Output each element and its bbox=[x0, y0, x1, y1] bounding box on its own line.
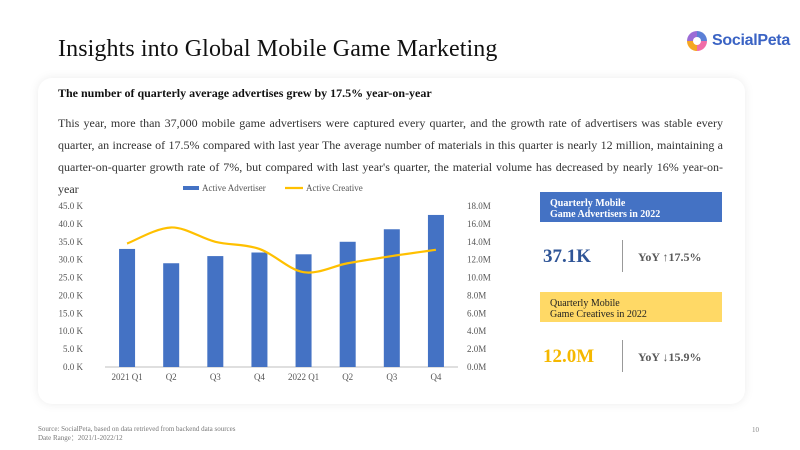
kpi-creatives-yoy: YoY ↓15.9% bbox=[638, 350, 702, 364]
footer-source: Source: SocialPeta, based on data retrie… bbox=[38, 425, 235, 443]
logo-text: SocialPeta bbox=[712, 32, 790, 49]
kpi-creatives-label-line1: Quarterly Mobile bbox=[550, 298, 620, 309]
y-left-tick-label: 20.0 K bbox=[59, 290, 84, 300]
kpi-advertisers-label-line2: Game Advertisers in 2022 bbox=[550, 209, 661, 220]
date-range-note: Date Range：2021/1-2022/12 bbox=[38, 434, 123, 442]
advertiser-bar bbox=[163, 263, 180, 367]
legend-label-creative: Active Creative bbox=[306, 183, 363, 193]
logo: SocialPeta bbox=[685, 27, 797, 55]
summary-paragraph: This year, more than 37,000 mobile game … bbox=[58, 116, 723, 196]
y-right-tick-label: 4.0M bbox=[467, 326, 486, 336]
y-right-tick-label: 18.0M bbox=[467, 201, 491, 211]
y-left-tick-label: 35.0 K bbox=[59, 237, 84, 247]
advertiser-bar bbox=[427, 214, 444, 367]
y-right-tick-label: 6.0M bbox=[467, 308, 486, 318]
x-axis-labels: 2021 Q1 Q2 Q3 Q4 2022 Q1 Q2 Q3 Q4 bbox=[111, 372, 441, 382]
y-axis-right: 0.0M 2.0M 4.0M 6.0M 8.0M 10.0M 12.0M 14.0M 16.0M… bbox=[467, 201, 491, 372]
kpi-creatives-label-line2: Game Creatives in 2022 bbox=[550, 309, 647, 320]
x-tick-label: Q4 bbox=[254, 372, 265, 382]
advertiser-bar bbox=[339, 241, 356, 367]
y-right-tick-label: 8.0M bbox=[467, 290, 486, 300]
y-left-tick-label: 45.0 K bbox=[59, 201, 84, 211]
source-note: Source: SocialPeta, based on data retrie… bbox=[38, 425, 236, 433]
x-tick-label: Q3 bbox=[386, 372, 397, 382]
advertiser-bar bbox=[251, 252, 268, 367]
chart-legend: Active Advertiser Active Creative bbox=[183, 183, 363, 193]
kpi-creatives-divider bbox=[622, 340, 623, 372]
y-right-tick-label: 12.0M bbox=[467, 255, 491, 265]
legend-swatch-advertiser bbox=[183, 186, 199, 190]
kpi-advertisers-divider bbox=[622, 240, 623, 272]
page-number: 10 bbox=[752, 426, 759, 434]
legend-label-advertiser: Active Advertiser bbox=[202, 183, 266, 193]
kpi-creatives-label: Quarterly Mobile Game Creatives in 2022 bbox=[540, 292, 722, 322]
section-subtitle: The number of quarterly average advertis… bbox=[58, 86, 432, 100]
x-tick-label: Q2 bbox=[342, 372, 353, 382]
y-left-tick-label: 10.0 K bbox=[59, 326, 84, 336]
advertiser-bar bbox=[383, 229, 400, 367]
advertiser-creative-chart: Active Advertiser Active Creative 0.0 K 5.… bbox=[59, 183, 491, 382]
advertiser-bars bbox=[119, 214, 444, 367]
kpi-advertisers-value: 37.1K bbox=[543, 246, 592, 267]
y-right-tick-label: 10.0M bbox=[467, 273, 491, 283]
y-left-tick-label: 5.0 K bbox=[63, 344, 84, 354]
y-right-tick-label: 14.0M bbox=[467, 237, 491, 247]
x-tick-label: Q4 bbox=[430, 372, 441, 382]
x-tick-label: Q2 bbox=[166, 372, 177, 382]
kpi-creatives-value: 12.0M bbox=[543, 346, 595, 367]
y-right-tick-label: 16.0M bbox=[467, 219, 491, 229]
y-left-tick-label: 0.0 K bbox=[63, 362, 84, 372]
kpi-advertisers-label-line1: Quarterly Mobile bbox=[550, 198, 626, 209]
y-axis-left: 0.0 K 5.0 K 10.0 K 15.0 K 20.0 K 25.0 K 30.0 K… bbox=[59, 201, 84, 372]
y-left-tick-label: 15.0 K bbox=[59, 308, 84, 318]
y-left-tick-label: 30.0 K bbox=[59, 255, 84, 265]
y-left-tick-label: 25.0 K bbox=[59, 273, 84, 283]
y-left-tick-label: 40.0 K bbox=[59, 219, 84, 229]
page-title: Insights into Global Mobile Game Marketi… bbox=[58, 36, 498, 62]
x-tick-label: Q3 bbox=[210, 372, 221, 382]
advertiser-bar bbox=[207, 256, 224, 367]
x-tick-label: 2021 Q1 bbox=[111, 372, 142, 382]
x-tick-label: 2022 Q1 bbox=[288, 372, 319, 382]
advertiser-bar bbox=[119, 248, 136, 367]
socialpeta-logo-icon bbox=[687, 31, 707, 51]
kpi-advertisers-label: Quarterly Mobile Game Advertisers in 202… bbox=[540, 192, 722, 222]
kpi-advertisers-yoy: YoY ↑17.5% bbox=[638, 250, 702, 264]
advertiser-bar bbox=[295, 254, 312, 367]
y-right-tick-label: 2.0M bbox=[467, 344, 486, 354]
y-right-tick-label: 0.0M bbox=[467, 362, 486, 372]
creative-line bbox=[126, 226, 437, 274]
